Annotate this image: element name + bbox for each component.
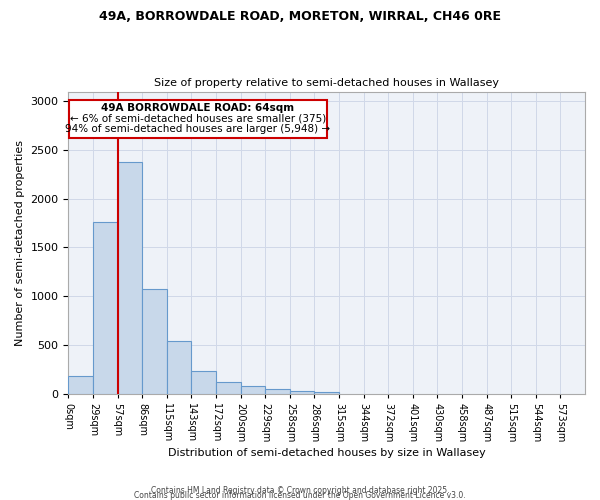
Bar: [167, 341, 191, 394]
Text: 49A BORROWDALE ROAD: 64sqm: 49A BORROWDALE ROAD: 64sqm: [101, 103, 295, 113]
Bar: [314, 392, 339, 394]
Text: 49A, BORROWDALE ROAD, MORETON, WIRRAL, CH46 0RE: 49A, BORROWDALE ROAD, MORETON, WIRRAL, C…: [99, 10, 501, 23]
Bar: [216, 382, 241, 394]
X-axis label: Distribution of semi-detached houses by size in Wallasey: Distribution of semi-detached houses by …: [168, 448, 485, 458]
Bar: [93, 222, 118, 394]
Bar: [265, 388, 290, 394]
Text: Contains HM Land Registry data © Crown copyright and database right 2025.: Contains HM Land Registry data © Crown c…: [151, 486, 449, 495]
Text: 94% of semi-detached houses are larger (5,948) →: 94% of semi-detached houses are larger (…: [65, 124, 331, 134]
Bar: [118, 162, 142, 394]
FancyBboxPatch shape: [69, 100, 327, 138]
Y-axis label: Number of semi-detached properties: Number of semi-detached properties: [15, 140, 25, 346]
Bar: [191, 370, 216, 394]
Bar: [142, 290, 167, 394]
Text: Contains public sector information licensed under the Open Government Licence v3: Contains public sector information licen…: [134, 491, 466, 500]
Title: Size of property relative to semi-detached houses in Wallasey: Size of property relative to semi-detach…: [154, 78, 499, 88]
Bar: [241, 386, 265, 394]
Bar: [290, 391, 314, 394]
Bar: [68, 376, 93, 394]
Text: ← 6% of semi-detached houses are smaller (375): ← 6% of semi-detached houses are smaller…: [70, 114, 326, 124]
